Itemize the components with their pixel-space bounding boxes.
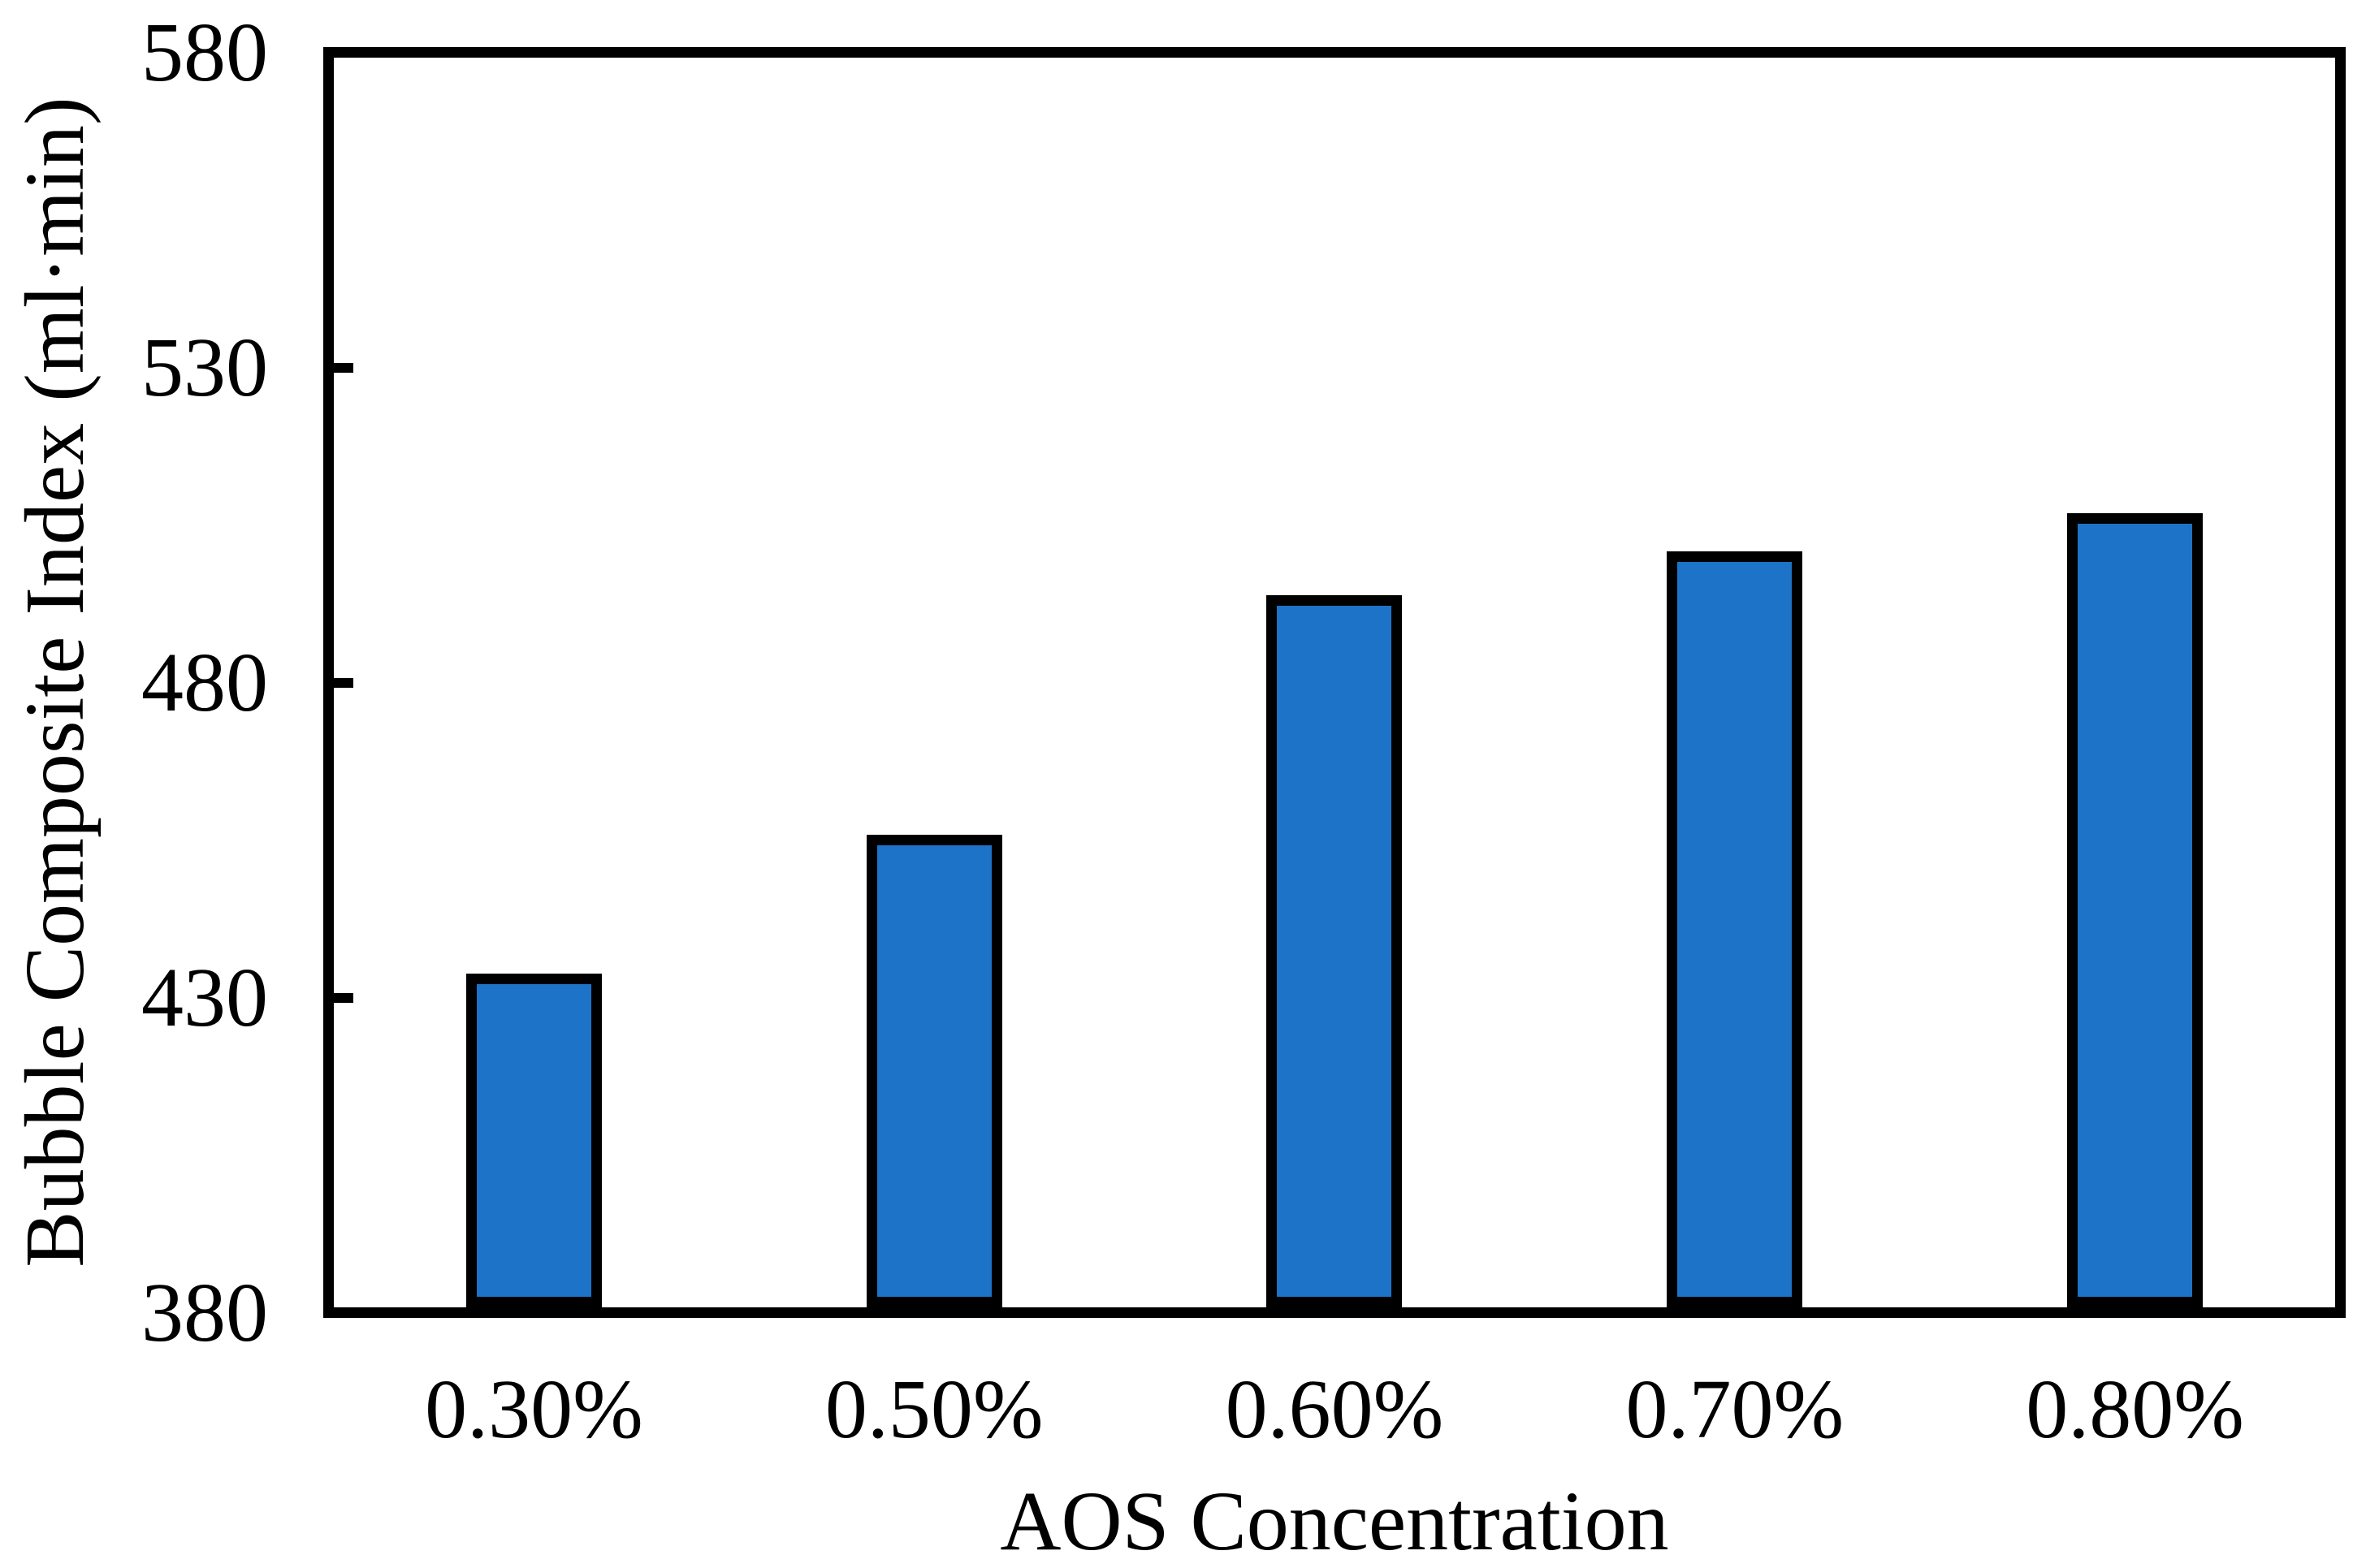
bar-slot-0.60%	[1135, 58, 1535, 1307]
x-tick-label-0.30%: 0.30%	[425, 1363, 643, 1456]
bar-slot-0.70%	[1534, 58, 1935, 1307]
bars-container	[334, 58, 2335, 1307]
y-tick-mark-480	[334, 677, 353, 688]
bar-slot-0.80%	[1935, 58, 2335, 1307]
y-tick-label-530: 530	[141, 320, 268, 414]
y-tick-label-430: 430	[141, 950, 268, 1044]
x-axis-title: AOS Concentration	[1000, 1475, 1669, 1568]
x-tick-label-0.80%: 0.80%	[2026, 1363, 2244, 1456]
bar-0.60%	[1266, 595, 1403, 1307]
x-axis-tick-labels: 0.30% 0.50% 0.60% 0.70% 0.80%	[334, 1365, 2335, 1454]
y-tick-label-580: 580	[141, 5, 268, 99]
x-tick-label-0.60%: 0.60%	[1225, 1363, 1444, 1456]
y-tick-label-380: 380	[141, 1265, 268, 1359]
plot-area	[323, 47, 2346, 1318]
bar-0.70%	[1667, 551, 1803, 1307]
y-tick-mark-430	[334, 992, 353, 1003]
y-tick-mark-530	[334, 362, 353, 373]
bar-0.50%	[866, 835, 1002, 1307]
y-tick-label-480: 480	[141, 635, 268, 729]
x-tick-label-0.50%: 0.50%	[824, 1363, 1044, 1456]
bar-slot-0.50%	[734, 58, 1135, 1307]
x-tick-label-0.70%: 0.70%	[1625, 1363, 1845, 1456]
bar-0.30%	[465, 973, 602, 1307]
bar-0.80%	[2067, 513, 2204, 1307]
bar-slot-0.30%	[334, 58, 734, 1307]
